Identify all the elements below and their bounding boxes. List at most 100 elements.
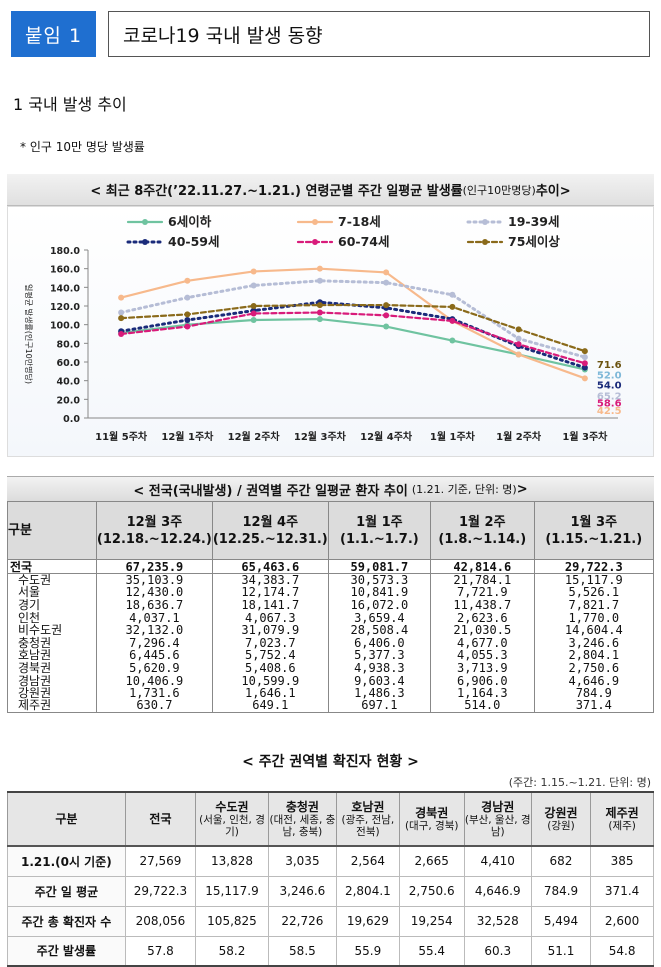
data-point	[449, 337, 456, 344]
cell-value: 2,623.6	[430, 611, 535, 624]
cell-value: 7,023.7	[211, 636, 329, 650]
cell-value: 29,722.3	[124, 875, 197, 907]
legend-label: 40-59세	[168, 234, 219, 249]
end-value-label: 58.6	[597, 399, 622, 410]
cell-value: 784.9	[533, 686, 655, 700]
end-value-label: 52.0	[597, 371, 622, 382]
x-tick-label: 12월 4주차	[360, 430, 413, 443]
cell-value: 10,841.9	[327, 586, 432, 599]
data-point	[581, 354, 588, 361]
table2-unit: (주간: 1.15.~1.21. 단위: 명)	[508, 776, 651, 789]
row-label: 제주권	[7, 699, 97, 713]
page-title: 코로나19 국내 발생 동향	[108, 11, 650, 57]
cell-value: 2,600	[590, 905, 654, 937]
legend-marker	[312, 239, 318, 245]
data-point	[515, 341, 522, 348]
cell-value: 630.7	[95, 699, 213, 713]
series-line	[120, 267, 586, 380]
header-sub: (강원)	[547, 819, 575, 832]
table-row: 경남권 10,406.9 10,599.9 9,603.4 6,906.0 4,646.9	[7, 674, 655, 687]
cell-value: 2,665	[398, 845, 465, 877]
regional-trend-table: 구분 12월 3주 (12.18.~12.24.) 12월 4주 (12.25.~12.…	[7, 501, 655, 713]
header-main: 제주권	[605, 805, 639, 820]
header-sub: (광주, 전남, 전북)	[341, 813, 395, 838]
header-sub: (서울, 인천, 경기)	[199, 813, 265, 838]
cell-value: 10,599.9	[211, 674, 329, 687]
cell-value: 5,526.1	[533, 586, 655, 599]
data-point	[515, 326, 522, 333]
cell-value: 4,055.3	[430, 649, 535, 662]
cell-value: 19,629	[336, 905, 400, 937]
column-header-region: 호남권 (광주, 전남, 전북)	[336, 791, 400, 847]
table2-title: < 주간 권역별 확진자 현황 >	[242, 754, 419, 770]
table-row: 강원권 1,731.6 1,646.1 1,486.3 1,164.3 784.9	[7, 686, 655, 700]
x-tick-label: 12월 3주차	[294, 430, 347, 443]
chart-panel: < 최근 8주간(’22.11.27.~1.21.) 연령군별 주간 일평균 발…	[7, 174, 654, 457]
cell-value: 18,636.7	[95, 598, 213, 612]
column-header-category: 구분	[7, 501, 97, 560]
cell-value: 371.4	[590, 875, 654, 907]
section-heading: 1 국내 발생 추이	[13, 95, 127, 114]
column-header-week: 1월 3주 (1.15.~1.21.)	[533, 501, 655, 560]
data-point	[449, 291, 456, 298]
data-point	[184, 277, 191, 284]
data-point	[581, 360, 588, 367]
data-point	[250, 310, 257, 317]
row-label: 주간 총 확진자 수	[7, 905, 126, 937]
cell-value: 4,067.3	[211, 611, 329, 624]
cell-value: 697.1	[327, 699, 432, 713]
header-main: 구분	[55, 811, 78, 826]
table-row: 인천 4,037.1 4,067.3 3,659.4 2,623.6 1,770.0	[7, 611, 655, 624]
column-header-region: 경남권 (부산, 울산, 경남)	[463, 791, 532, 847]
data-point	[184, 311, 191, 318]
data-point	[581, 364, 588, 371]
table-row: 경북권 5,620.9 5,408.6 4,938.3 3,713.9 2,750.6	[7, 661, 655, 675]
cell-value: 371.4	[533, 699, 655, 713]
column-header-region: 경북권 (대구, 경북)	[398, 791, 465, 847]
data-point	[316, 277, 323, 284]
data-point	[383, 323, 390, 330]
data-point	[184, 317, 191, 323]
cell-value: 4,410	[463, 845, 532, 877]
y-axis-label: 일평균 발생률(인구10만명당)	[24, 284, 34, 384]
legend-label: 6세이하	[168, 214, 212, 229]
y-tick-label: 0.0	[63, 414, 80, 425]
legend-marker	[142, 239, 148, 245]
cell-value: 4,938.3	[327, 661, 432, 675]
end-value-label: 54.0	[597, 381, 622, 392]
table1-title-end: >	[516, 481, 528, 497]
x-tick-label: 12월 2주차	[228, 430, 281, 443]
column-header-week: 12월 3주 (12.18.~12.24.)	[95, 501, 213, 560]
column-header-week: 1월 2주 (1.8.~1.14.)	[430, 501, 535, 560]
cell-value: 10,406.9	[95, 674, 213, 687]
cell-value: 4,646.9	[533, 674, 655, 687]
header-sub: (대전, 세종, 충남, 충북)	[269, 813, 336, 838]
cell-value: 1,770.0	[533, 611, 655, 624]
table-row: 충청권 7,296.4 7,023.7 6,406.0 4,677.0 3,246.6	[7, 636, 655, 650]
header-sub: (대구, 경북)	[404, 819, 459, 832]
data-point	[515, 351, 522, 358]
data-point	[118, 309, 125, 316]
y-tick-label: 180.0	[50, 246, 80, 257]
cell-value: 16,072.0	[327, 598, 432, 612]
x-tick-label: 12월 1주차	[161, 430, 214, 443]
cell-value: 28,508.4	[327, 623, 432, 637]
table-row: 비수도권 32,132.0 31,079.9 28,508.4 21,030.5 14,6…	[7, 623, 655, 637]
header-main: 전국	[149, 811, 172, 826]
data-point	[250, 282, 257, 289]
legend-label: 7-18세	[338, 214, 381, 229]
cell-value: 15,117.9	[533, 573, 655, 587]
cell-value: 2,804.1	[533, 649, 655, 662]
cell-value: 67,235.9	[95, 559, 213, 574]
data-point	[184, 323, 191, 330]
x-tick-label: 1월 1주차	[430, 430, 476, 443]
table-row: 전국 67,235.9 65,463.6 59,081.7 42,814.6 29,722…	[7, 559, 655, 574]
cell-value: 2,804.1	[336, 875, 400, 907]
row-label: 서울	[7, 586, 97, 599]
line-chart: 0.0 20.0 40.0 60.0 80.0 100.0 120.0 140.0 160.0 1…	[24, 214, 622, 443]
cell-value: 15,117.9	[195, 875, 269, 907]
cell-value: 13,828	[195, 845, 269, 877]
column-header-week: 12월 4주 (12.25.~12.31.)	[211, 501, 329, 560]
appendix-badge: 붙임 1	[11, 11, 96, 57]
legend-label: 19-39세	[508, 214, 559, 229]
